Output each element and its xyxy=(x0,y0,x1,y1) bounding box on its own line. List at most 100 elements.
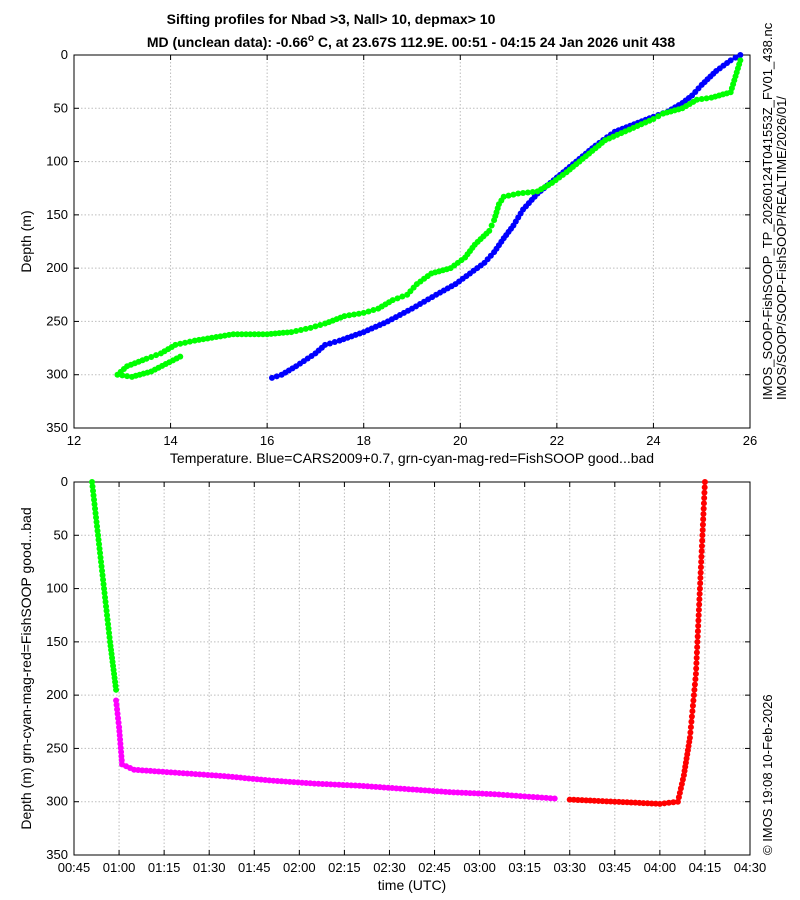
data-point xyxy=(103,607,110,614)
data-point xyxy=(268,374,275,381)
data-point xyxy=(317,321,324,328)
y-tick-label: 150 xyxy=(46,207,68,222)
data-point xyxy=(255,331,262,338)
subtitle-suffix: C, at 23.67S 112.9E. 00:51 - 04:15 24 Ja… xyxy=(314,34,675,50)
series-green xyxy=(114,57,744,380)
data-point xyxy=(694,628,701,635)
data-point xyxy=(690,697,697,704)
series-blue xyxy=(268,52,744,381)
data-point xyxy=(534,188,541,195)
data-point xyxy=(148,353,155,360)
data-point xyxy=(259,331,266,338)
data-point xyxy=(191,337,198,344)
data-point xyxy=(94,523,101,530)
series-green xyxy=(89,479,120,693)
data-point xyxy=(660,110,667,117)
data-point xyxy=(697,564,704,571)
data-point xyxy=(243,331,250,338)
data-point xyxy=(521,793,528,800)
data-point xyxy=(699,532,706,539)
data-point xyxy=(697,569,704,576)
data-point xyxy=(97,554,104,561)
data-point xyxy=(656,800,663,807)
data-point xyxy=(251,331,258,338)
data-point xyxy=(247,331,254,338)
y-tick-label: 100 xyxy=(46,581,68,596)
data-point xyxy=(153,352,160,359)
degree-sign: o xyxy=(308,33,314,44)
data-point xyxy=(699,521,706,528)
x-tick-label: 01:30 xyxy=(193,860,226,875)
data-point xyxy=(689,702,696,709)
data-point xyxy=(701,494,708,501)
y-tick-label: 350 xyxy=(46,420,68,435)
x-tick-label: 02:00 xyxy=(283,860,316,875)
data-point xyxy=(404,291,411,298)
data-point xyxy=(115,715,122,722)
data-point xyxy=(508,792,515,799)
data-point xyxy=(312,323,319,330)
y-tick-label: 350 xyxy=(46,847,68,862)
time-depth-plot: 00:45 01:00 01:15 01:30 01:45 02:00 02:15 02:30… xyxy=(18,474,766,893)
x-tick-label: 03:15 xyxy=(508,860,541,875)
data-point xyxy=(114,710,121,717)
data-point xyxy=(103,603,110,610)
data-point xyxy=(665,799,672,806)
data-point xyxy=(360,309,367,316)
data-point xyxy=(688,718,695,725)
data-point xyxy=(692,670,699,677)
data-point xyxy=(695,606,702,613)
credit-label: © IMOS 19:08 10-Feb-2026 xyxy=(760,694,775,855)
data-point xyxy=(691,686,698,693)
data-point xyxy=(701,479,708,485)
y-tick-label: 200 xyxy=(46,687,68,702)
data-point xyxy=(182,339,189,346)
data-point xyxy=(697,580,704,587)
data-point xyxy=(699,537,706,544)
temperature-depth-plot: 12 14 16 18 20 22 24 26 0 50 100 150 200 250 300 350 Tem… xyxy=(18,47,757,466)
data-point xyxy=(700,516,707,523)
data-point xyxy=(91,501,98,508)
data-point xyxy=(93,518,100,525)
data-point xyxy=(694,633,701,640)
y-tick-label: 150 xyxy=(46,634,68,649)
data-point xyxy=(701,484,708,491)
data-point xyxy=(95,532,102,539)
data-point xyxy=(365,308,372,315)
data-point xyxy=(106,629,113,636)
y-tick-label: 100 xyxy=(46,154,68,169)
data-point xyxy=(98,558,105,565)
x-tick-label: 03:00 xyxy=(463,860,496,875)
data-point xyxy=(351,311,358,318)
data-point xyxy=(525,793,532,800)
data-point xyxy=(693,665,700,672)
data-point xyxy=(688,713,695,720)
axes-frame xyxy=(73,54,751,429)
data-point xyxy=(98,563,105,570)
data-point xyxy=(696,585,703,592)
data-point xyxy=(101,585,108,592)
subtitle-prefix: MD (unclean data): -0.66 xyxy=(147,34,308,50)
data-point xyxy=(551,795,558,802)
x-tick-label: 20 xyxy=(453,433,467,448)
data-point xyxy=(699,526,706,533)
data-point xyxy=(331,339,338,346)
data-point xyxy=(513,792,520,799)
data-point xyxy=(297,326,304,333)
x-axis-label: time (UTC) xyxy=(378,877,446,893)
data-point xyxy=(278,371,285,378)
y-tick-label: 200 xyxy=(46,260,68,275)
x-tick-label: 04:30 xyxy=(734,860,767,875)
data-point xyxy=(687,729,694,736)
data-point xyxy=(488,222,495,229)
x-tick-label: 04:00 xyxy=(644,860,677,875)
data-point xyxy=(90,487,97,494)
data-point xyxy=(737,52,744,58)
data-point xyxy=(670,799,677,806)
data-point xyxy=(399,293,406,300)
data-point xyxy=(273,373,280,380)
data-point xyxy=(505,192,512,199)
data-point xyxy=(91,496,98,503)
x-tick-label: 22 xyxy=(550,433,564,448)
